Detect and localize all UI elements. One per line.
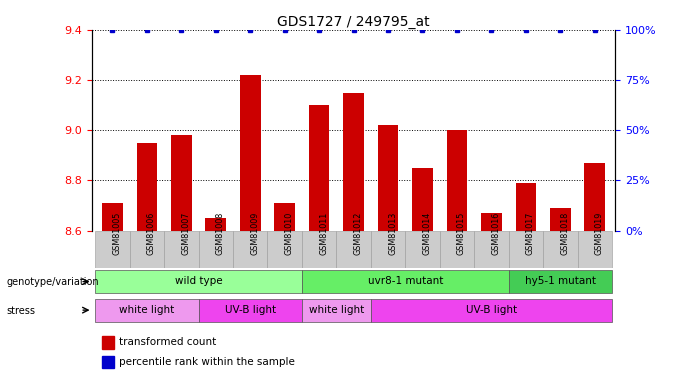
Text: GSM81013: GSM81013 [388,212,397,255]
Text: hy5-1 mutant: hy5-1 mutant [525,276,596,286]
Text: GSM81005: GSM81005 [112,212,122,255]
Text: GSM81014: GSM81014 [422,212,432,255]
Bar [515,183,536,231]
FancyBboxPatch shape [267,231,302,268]
FancyBboxPatch shape [130,231,164,268]
Text: stress: stress [7,306,36,315]
Bar [137,143,157,231]
Text: GSM81006: GSM81006 [147,212,156,255]
Bar [584,163,605,231]
Text: GSM81012: GSM81012 [354,212,362,255]
Text: UV-B light: UV-B light [224,305,276,315]
FancyBboxPatch shape [199,231,233,268]
FancyBboxPatch shape [371,231,405,268]
Bar [102,356,114,368]
FancyBboxPatch shape [543,231,577,268]
FancyBboxPatch shape [302,270,509,293]
Text: GSM81009: GSM81009 [250,212,259,255]
Text: GSM81010: GSM81010 [285,212,294,255]
Bar [343,93,364,231]
Text: GSM81008: GSM81008 [216,212,225,255]
Text: GSM81015: GSM81015 [457,212,466,255]
Bar [205,218,226,231]
FancyBboxPatch shape [509,231,543,268]
Bar [274,203,295,231]
FancyBboxPatch shape [577,231,612,268]
Text: GSM81017: GSM81017 [526,212,535,255]
Text: GSM81011: GSM81011 [319,212,328,255]
Text: wild type: wild type [175,276,222,286]
Text: white light: white light [309,305,364,315]
FancyBboxPatch shape [95,231,130,268]
Bar [309,105,330,231]
Bar [481,213,502,231]
Bar [550,208,571,231]
Text: genotype/variation: genotype/variation [7,277,99,286]
FancyBboxPatch shape [337,231,371,268]
Text: GSM81019: GSM81019 [595,212,604,255]
Text: transformed count: transformed count [119,338,216,347]
FancyBboxPatch shape [405,231,440,268]
FancyBboxPatch shape [95,299,199,322]
Text: GSM81007: GSM81007 [182,212,190,255]
FancyBboxPatch shape [302,231,337,268]
Bar [102,203,123,231]
Bar [447,130,467,231]
Bar [377,125,398,231]
Bar [240,75,260,231]
Bar [102,336,114,349]
FancyBboxPatch shape [164,231,199,268]
FancyBboxPatch shape [440,231,474,268]
Text: uvr8-1 mutant: uvr8-1 mutant [368,276,443,286]
FancyBboxPatch shape [302,299,371,322]
Text: white light: white light [119,305,175,315]
Text: GSM81016: GSM81016 [492,212,500,255]
Text: UV-B light: UV-B light [466,305,517,315]
FancyBboxPatch shape [474,231,509,268]
Bar [171,135,192,231]
FancyBboxPatch shape [371,299,612,322]
Text: GSM81018: GSM81018 [560,212,569,255]
FancyBboxPatch shape [233,231,267,268]
Text: percentile rank within the sample: percentile rank within the sample [119,357,295,367]
Title: GDS1727 / 249795_at: GDS1727 / 249795_at [277,15,430,29]
FancyBboxPatch shape [509,270,612,293]
FancyBboxPatch shape [199,299,302,322]
Bar [412,168,433,231]
FancyBboxPatch shape [95,270,302,293]
